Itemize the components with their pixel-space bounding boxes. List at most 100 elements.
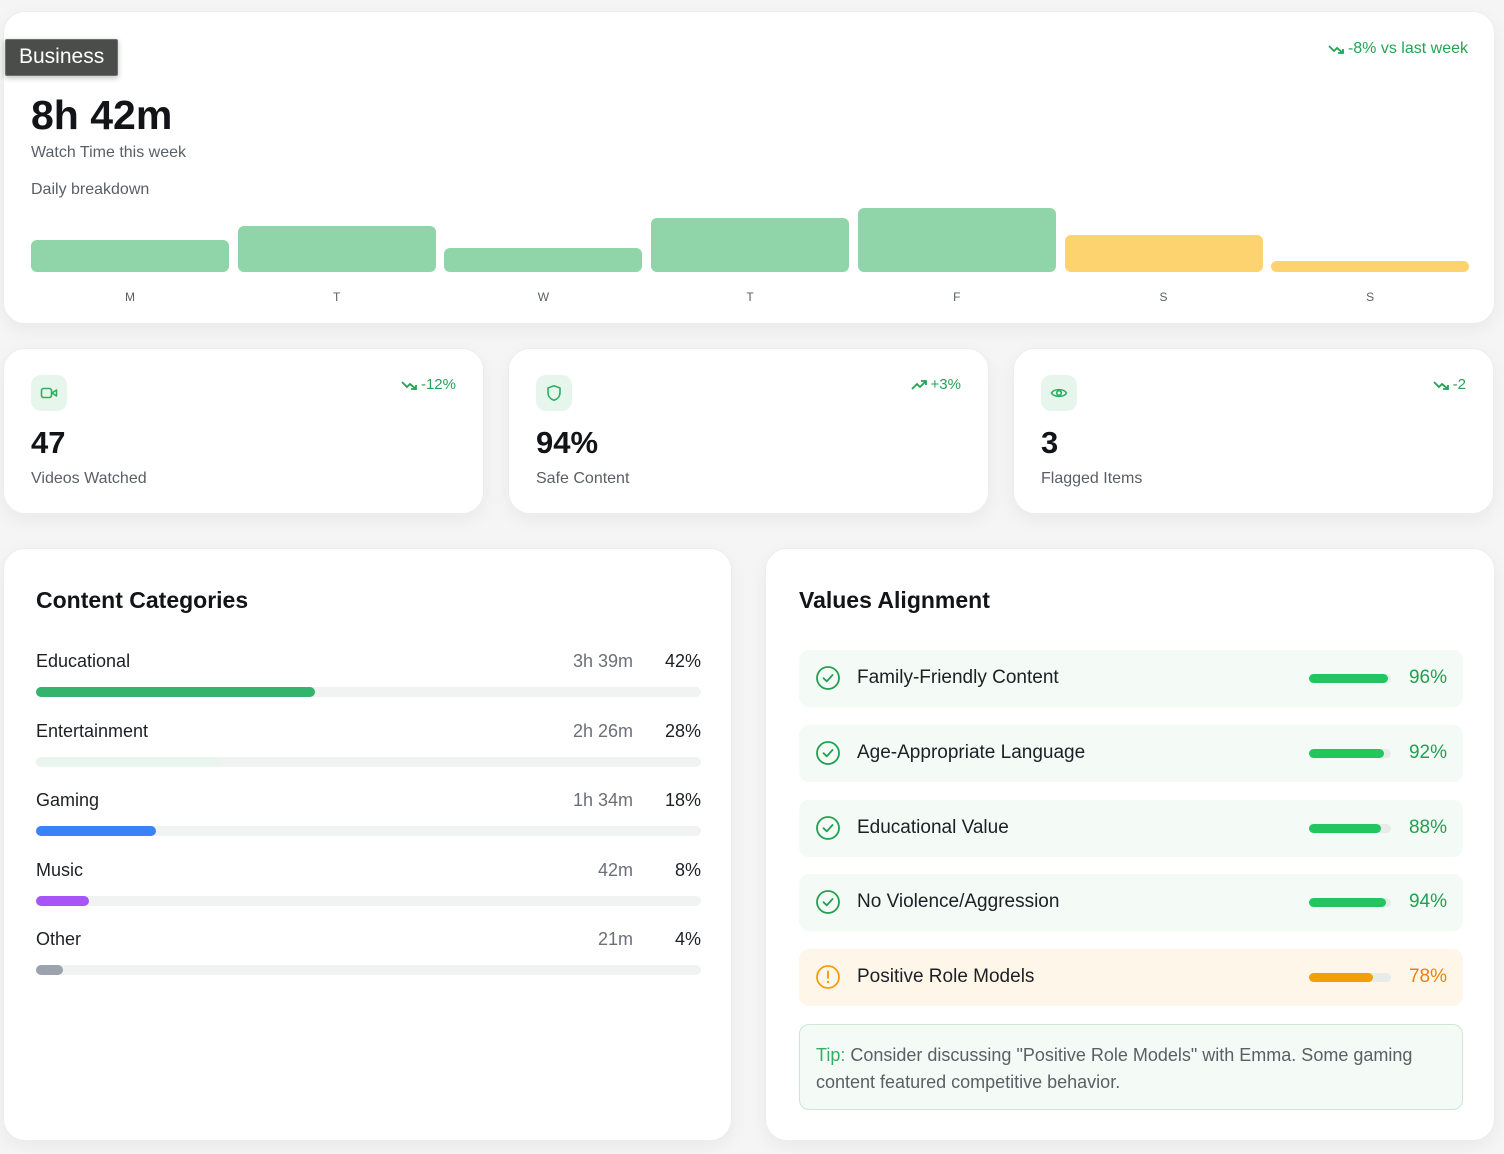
content-categories-title: Content Categories	[36, 587, 249, 613]
value-progress-track	[1309, 823, 1391, 833]
category-progress-fill	[36, 687, 315, 697]
value-progress-track	[1309, 898, 1391, 908]
day-label: F	[953, 290, 961, 304]
value-name: No Violence/Aggression	[857, 891, 1060, 913]
value-progress-track	[1309, 748, 1391, 758]
category-time: 3h 39m	[572, 651, 633, 671]
category-percent: 42%	[664, 651, 701, 671]
value-row: No Violence/Aggression 94%	[799, 874, 1463, 932]
stat-trend: +3%	[910, 376, 961, 393]
watch-time-total: 8h 42m	[31, 92, 173, 138]
daily-breakdown-label: Daily breakdown	[31, 181, 150, 198]
day-bar[interactable]	[31, 240, 229, 272]
day-bar-column[interactable]: S	[1064, 202, 1263, 312]
watch-trend-text: -8% vs last week	[1347, 40, 1468, 57]
value-name: Family-Friendly Content	[857, 667, 1059, 688]
check-circle-icon	[816, 890, 840, 915]
stat-trend: -12%	[401, 376, 456, 393]
value-name: Educational Value	[857, 816, 1009, 838]
stat-card-videos: -12% 47 Videos Watched	[3, 348, 484, 514]
value-percent: 88%	[1408, 816, 1447, 838]
stat-card-flagged: -2 3 Flagged Items	[1013, 348, 1494, 514]
tooltip: Business	[5, 39, 119, 76]
stat-label: Safe Content	[536, 470, 630, 487]
category-name: Music	[36, 859, 84, 880]
watch-time-label: Watch Time this week	[31, 144, 187, 161]
day-bar[interactable]	[651, 218, 850, 272]
category-row: Gaming 1h 34m 18%	[36, 790, 701, 850]
stat-trend-text: +3%	[930, 376, 961, 393]
value-percent: 78%	[1408, 966, 1447, 988]
tip-text: Consider discussing "Positive Role Model…	[816, 1045, 1413, 1092]
category-progress-fill	[36, 965, 63, 975]
category-progress-track	[36, 965, 701, 975]
category-name: Entertainment	[36, 720, 149, 741]
day-bar-column[interactable]: F	[857, 202, 1056, 312]
values-alignment-title: Values Alignment	[799, 587, 990, 613]
day-bar[interactable]	[857, 208, 1056, 272]
category-progress-track	[36, 895, 701, 906]
check-circle-icon	[816, 815, 840, 840]
value-progress-track	[1309, 973, 1391, 983]
tip-box: Tip: Consider discussing "Positive Role …	[799, 1024, 1463, 1110]
content-categories-card: Content Categories Educational 3h 39m 42% E…	[3, 548, 732, 1141]
category-name: Educational	[36, 651, 131, 671]
category-time: 2h 26m	[572, 720, 633, 741]
stat-value: 47	[31, 425, 66, 460]
category-name: Other	[36, 929, 82, 949]
day-bar[interactable]	[1064, 235, 1263, 272]
day-label: W	[537, 290, 550, 304]
category-time: 1h 34m	[572, 790, 633, 810]
category-row: Other 21m 4%	[36, 929, 701, 989]
day-label: T	[333, 290, 341, 304]
value-progress-fill	[1309, 823, 1381, 833]
day-bar[interactable]	[1271, 261, 1470, 272]
category-progress-fill	[36, 826, 156, 836]
video-icon	[31, 375, 67, 411]
day-bar[interactable]	[444, 248, 643, 272]
category-percent: 8%	[674, 859, 701, 880]
category-progress-track	[36, 826, 701, 836]
day-bar-column[interactable]: T	[237, 202, 436, 312]
day-label: M	[125, 290, 135, 304]
stat-value: 94%	[536, 425, 599, 460]
value-progress-fill	[1309, 748, 1384, 758]
value-row: Educational Value 88%	[799, 799, 1463, 857]
day-bar-column[interactable]: W	[444, 202, 643, 312]
value-progress-fill	[1309, 973, 1373, 983]
day-bar[interactable]	[237, 226, 436, 272]
watch-trend: -8% vs last week	[1328, 40, 1468, 58]
alert-circle-icon	[816, 965, 840, 990]
value-progress-fill	[1309, 674, 1388, 683]
stat-trend: -2	[1433, 376, 1466, 393]
stat-card-safe: +3% 94% Safe Content	[508, 348, 989, 514]
category-name: Gaming	[36, 790, 100, 810]
category-percent: 18%	[664, 790, 701, 810]
watch-time-card: 8h 42m Watch Time this week Daily breakd…	[3, 11, 1495, 324]
category-progress-fill	[36, 895, 89, 906]
category-progress-track	[36, 756, 701, 767]
values-alignment-card: Values Alignment Family-Friendly Content…	[765, 548, 1495, 1141]
category-progress-track	[36, 687, 701, 697]
stat-label: Videos Watched	[31, 470, 147, 487]
day-bar-column[interactable]: S	[1271, 202, 1470, 312]
category-row: Music 42m 8%	[36, 860, 701, 920]
value-row: Age-Appropriate Language 92%	[799, 724, 1463, 782]
trend-down-icon	[1328, 45, 1344, 54]
category-time: 42m	[597, 859, 633, 880]
value-progress-fill	[1309, 898, 1386, 908]
day-bar-column[interactable]: M	[31, 202, 229, 312]
day-bar-column[interactable]: T	[651, 202, 850, 312]
stat-trend-text: -12%	[420, 376, 456, 393]
value-percent: 96%	[1408, 667, 1447, 688]
category-row: Educational 3h 39m 42%	[36, 651, 701, 711]
value-row: Family-Friendly Content 96%	[799, 650, 1463, 707]
day-label: T	[746, 290, 754, 304]
stat-value: 3	[1041, 425, 1059, 460]
day-label: S	[1159, 290, 1168, 304]
shield-icon	[536, 375, 572, 411]
stat-trend-text: -2	[1452, 376, 1466, 393]
eye-icon	[1041, 375, 1077, 411]
tip-label: Tip:	[816, 1045, 846, 1065]
